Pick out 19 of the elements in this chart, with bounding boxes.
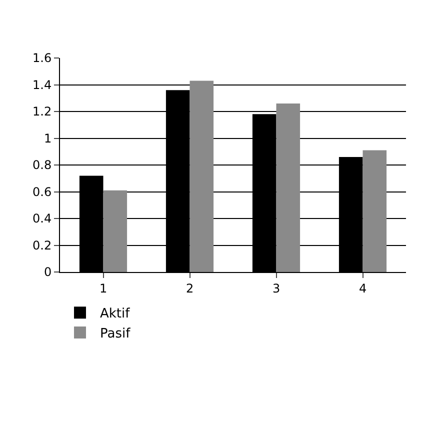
bar <box>362 150 387 272</box>
bar <box>103 190 128 272</box>
y-tick-label: 0.2 <box>32 238 52 252</box>
x-tick-label: 2 <box>186 281 194 296</box>
y-tick-label: 1.4 <box>32 78 52 92</box>
y-tick-label: 0.6 <box>32 184 52 199</box>
x-tick-label: 4 <box>358 281 367 296</box>
x-tick-label: 3 <box>272 281 280 296</box>
legend-label: Aktif <box>100 306 130 322</box>
y-tick-label: 1.6 <box>32 51 52 66</box>
bar <box>190 80 214 272</box>
bar <box>276 103 300 272</box>
y-tick-label: 1 <box>44 131 52 146</box>
legend-label: Pasif <box>100 326 131 342</box>
x-tick-label: 1 <box>99 281 108 296</box>
y-tick-label: 1.2 <box>32 104 52 119</box>
y-tick-label: 0 <box>44 265 52 280</box>
y-tick-label: 0.8 <box>32 158 52 172</box>
y-tick-label: 0.4 <box>32 212 52 226</box>
